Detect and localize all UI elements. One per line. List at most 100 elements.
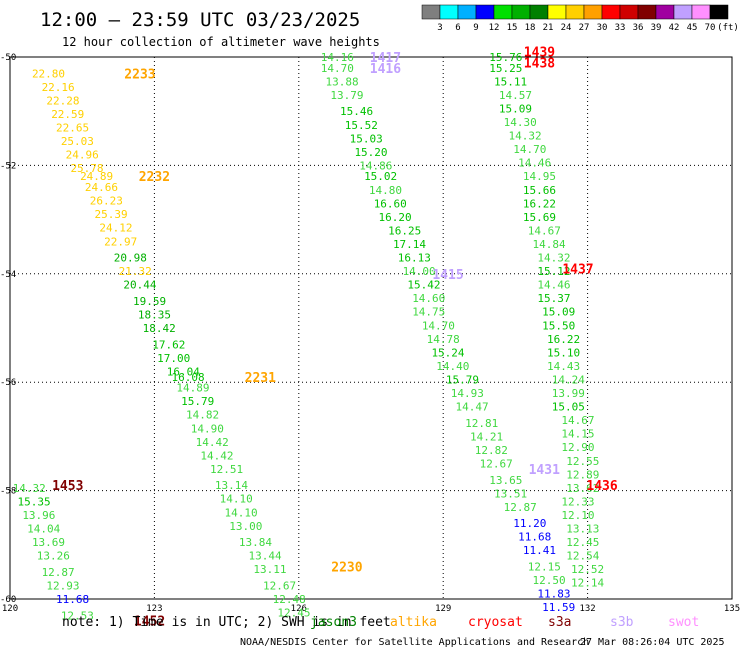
wave-height-value: 12.45 bbox=[566, 536, 599, 549]
colorbar-label: 30 bbox=[597, 23, 608, 33]
wave-height-value: 14.70 bbox=[321, 62, 354, 75]
wave-height-value: 14.32 bbox=[537, 252, 570, 265]
wave-height-value: 12.15 bbox=[528, 560, 561, 573]
wave-height-value: 11.83 bbox=[537, 588, 570, 601]
wave-height-value: 14.70 bbox=[422, 319, 455, 332]
wave-height-value: 13.14 bbox=[215, 479, 248, 492]
wave-height-value: 14.60 bbox=[412, 292, 445, 305]
satellite-pass-label: 2233 bbox=[124, 67, 155, 82]
colorbar-label: 12 bbox=[489, 23, 500, 33]
wave-height-value: 13.13 bbox=[566, 523, 599, 536]
wave-height-value: 14.82 bbox=[186, 409, 219, 422]
wave-height-value: 22.16 bbox=[42, 81, 75, 94]
map-subtitle: 12 hour collection of altimeter wave hei… bbox=[62, 35, 380, 49]
wave-height-value: 22.80 bbox=[32, 67, 65, 80]
longitude-tick-label: 129 bbox=[435, 604, 451, 614]
wave-height-value: 12.54 bbox=[566, 550, 599, 563]
wave-height-value: 15.03 bbox=[350, 132, 383, 145]
wave-height-value: 14.95 bbox=[523, 170, 556, 183]
wave-height-value: 11.20 bbox=[513, 517, 546, 530]
wave-height-value: 14.57 bbox=[499, 89, 532, 102]
wave-height-value: 16.22 bbox=[547, 333, 580, 346]
colorbar-swatch bbox=[529, 4, 549, 20]
wave-height-value: 12.67 bbox=[480, 458, 513, 471]
wave-height-value: 13.26 bbox=[37, 550, 70, 563]
wave-height-value: 17.14 bbox=[393, 238, 426, 251]
wave-height-value: 14.16 bbox=[321, 51, 354, 64]
longitude-tick-labels: 120 123 126 129 132 135 bbox=[2, 604, 740, 614]
wave-height-value: 25.03 bbox=[61, 135, 94, 148]
wave-height-value: 16.08 bbox=[172, 371, 205, 384]
wave-height-value: 12.87 bbox=[42, 566, 75, 579]
wave-height-value: 14.04 bbox=[27, 523, 60, 536]
satellite-legend-cryosat: cryosat bbox=[468, 615, 523, 630]
wave-height-value: 14.47 bbox=[456, 401, 489, 414]
wave-height-value: 15.20 bbox=[354, 146, 387, 159]
colorbar-label: (ft) bbox=[717, 23, 739, 33]
wave-height-value: 16.25 bbox=[388, 224, 421, 237]
wave-height-value: 12.53 bbox=[61, 609, 94, 622]
wave-height-value: 14.42 bbox=[200, 449, 233, 462]
wave-height-value: 14.40 bbox=[436, 360, 469, 373]
wave-height-value: 16.22 bbox=[523, 197, 556, 210]
wave-height-value: 12.87 bbox=[504, 501, 537, 514]
satellite-pass-label: 1415 bbox=[432, 268, 463, 283]
wave-height-value: 13.99 bbox=[552, 387, 585, 400]
satellite-pass-label: 1439 bbox=[524, 46, 555, 61]
wave-height-value: 14.46 bbox=[518, 157, 551, 170]
colorbar-label: 45 bbox=[687, 23, 698, 33]
wave-height-value: 12.33 bbox=[561, 495, 594, 508]
wave-height-value: 14.32 bbox=[508, 130, 541, 143]
wave-height-value: 14.80 bbox=[369, 184, 402, 197]
wave-height-value: 17.00 bbox=[157, 352, 190, 365]
wave-height-value: 14.84 bbox=[533, 238, 566, 251]
longitude-tick-label: 123 bbox=[146, 604, 162, 614]
satellite-pass-label: 1416 bbox=[370, 62, 401, 77]
latitude-tick-label: -52 bbox=[0, 161, 16, 171]
wave-height-value: 24.96 bbox=[66, 149, 99, 162]
wave-height-value: 25.39 bbox=[95, 208, 128, 221]
wave-height-value: 15.35 bbox=[18, 495, 51, 508]
wave-height-value: 13.96 bbox=[22, 509, 55, 522]
wave-height-value: 15.09 bbox=[542, 306, 575, 319]
wave-height-value: 11.68 bbox=[518, 531, 551, 544]
wave-height-value: 14.93 bbox=[451, 387, 484, 400]
wave-height-value: 13.79 bbox=[330, 89, 363, 102]
longitude-tick-label: 126 bbox=[291, 604, 307, 614]
longitude-tick-label: 132 bbox=[579, 604, 595, 614]
satellite-legend-altika: altika bbox=[390, 615, 437, 630]
colorbar-label: 9 bbox=[473, 23, 478, 33]
latitude-tick-labels: -50 -52 -54 -56 -58 -60 bbox=[0, 53, 16, 605]
map-gridlines bbox=[10, 57, 732, 599]
satellite-legend-jason3: jason3 bbox=[310, 615, 357, 630]
satellite-pass-label: 1437 bbox=[562, 262, 593, 277]
wave-height-value: 15.79 bbox=[446, 373, 479, 386]
colorbar-label: 27 bbox=[579, 23, 590, 33]
wave-height-value: 14.30 bbox=[504, 116, 537, 129]
satellite-pass-label: 2230 bbox=[331, 560, 362, 575]
wave-height-value: 22.65 bbox=[56, 121, 89, 134]
latitude-tick-label: -56 bbox=[0, 378, 16, 388]
colorbar-label: 21 bbox=[543, 23, 554, 33]
satellite-legend-swot: swot bbox=[668, 615, 699, 630]
wave-height-value: 15.10 bbox=[547, 346, 580, 359]
wave-height-value: 12.90 bbox=[561, 441, 594, 454]
longitude-tick-label: 120 bbox=[2, 604, 18, 614]
wave-height-value: 14.42 bbox=[196, 436, 229, 449]
wave-height-value: 16.04 bbox=[167, 365, 200, 378]
satellite-legend-s3a: s3a bbox=[548, 615, 571, 630]
wave-height-value: 14.89 bbox=[176, 382, 209, 395]
colorbar-swatch bbox=[475, 4, 495, 20]
wave-height-value: 21.32 bbox=[119, 265, 152, 278]
wave-height-value: 22.28 bbox=[46, 94, 79, 107]
wave-height-value: 13.88 bbox=[326, 75, 359, 88]
wave-height-value: 12.45 bbox=[277, 607, 310, 620]
satellite-legend-s3b: s3b bbox=[610, 615, 634, 630]
wave-height-value: 14.86 bbox=[359, 159, 392, 172]
wave-height-value: 13.44 bbox=[249, 550, 282, 563]
wave-height-value: 18.42 bbox=[143, 322, 176, 335]
map-frame bbox=[9, 56, 733, 600]
